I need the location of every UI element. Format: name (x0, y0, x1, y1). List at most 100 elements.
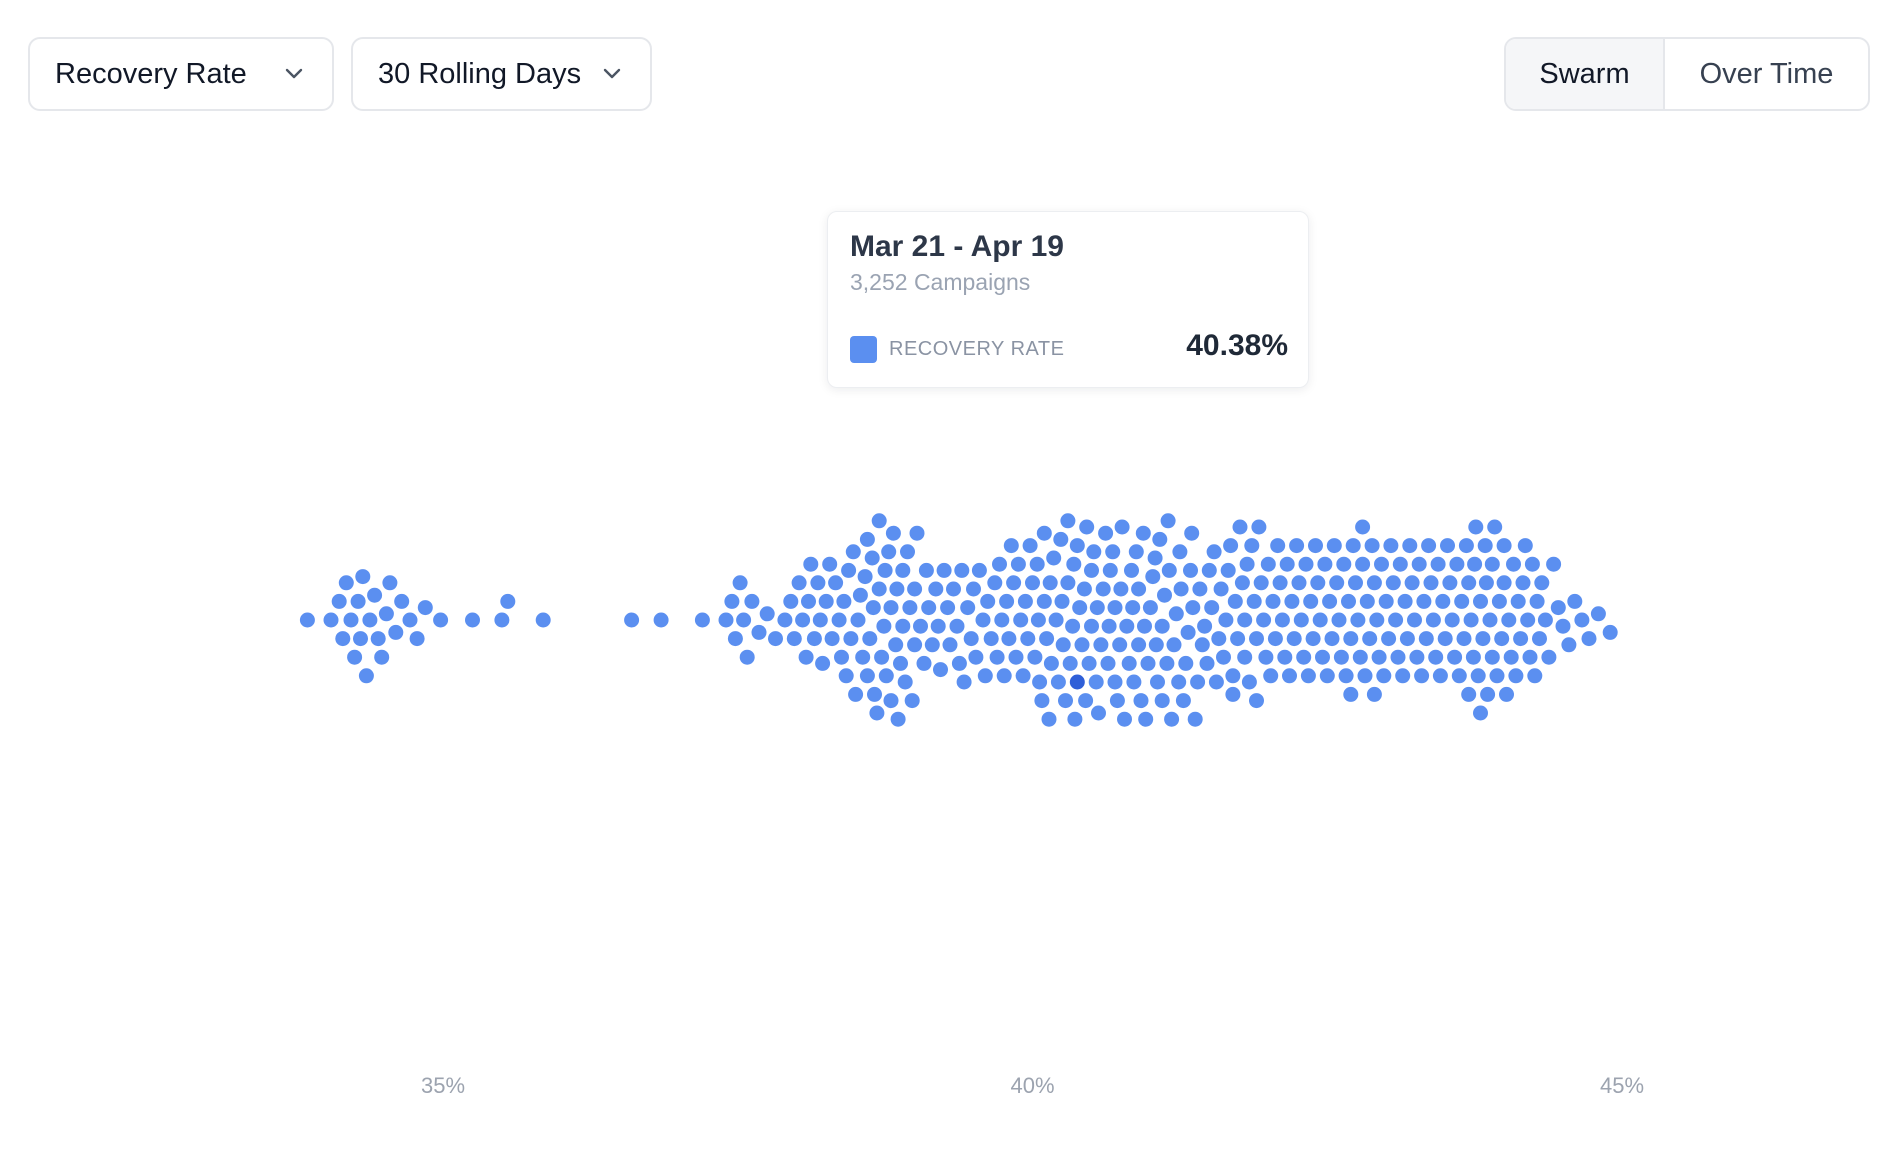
swarm-dot[interactable] (1529, 593, 1545, 609)
swarm-dot[interactable] (1211, 631, 1227, 647)
swarm-dot[interactable] (1043, 655, 1059, 671)
swarm-dot[interactable] (1078, 693, 1094, 709)
swarm-dot[interactable] (956, 674, 972, 690)
swarm-dot[interactable] (1055, 637, 1071, 653)
swarm-dot[interactable] (1079, 519, 1095, 535)
swarm-dot[interactable] (1197, 618, 1213, 634)
swarm-dot[interactable] (374, 649, 390, 665)
swarm-dot[interactable] (1093, 637, 1109, 653)
swarm-dot[interactable] (353, 631, 368, 647)
swarm-dot[interactable] (1041, 711, 1057, 727)
swarm-dot[interactable] (966, 581, 981, 597)
swarm-dot[interactable] (1022, 538, 1038, 554)
swarm-dot[interactable] (1091, 705, 1106, 721)
swarm-dot[interactable] (885, 525, 901, 541)
swarm-dot[interactable] (1227, 593, 1243, 609)
swarm-dot[interactable] (1076, 581, 1092, 597)
swarm-dot[interactable] (1491, 593, 1507, 609)
swarm-dot[interactable] (465, 612, 480, 628)
swarm-dot[interactable] (1171, 674, 1187, 690)
swarm-dot[interactable] (1260, 556, 1276, 572)
swarm-dot[interactable] (1213, 581, 1229, 597)
swarm-dot[interactable] (1206, 544, 1222, 560)
swarm-dot[interactable] (1098, 525, 1114, 541)
swarm-dot[interactable] (1133, 693, 1149, 709)
swarm-dot[interactable] (1157, 587, 1172, 603)
swarm-dot[interactable] (1411, 556, 1427, 572)
swarm-dot[interactable] (1567, 593, 1583, 609)
swarm-dot[interactable] (1428, 649, 1444, 665)
swarm-dot[interactable] (857, 569, 873, 585)
swarm-dot[interactable] (815, 655, 831, 671)
swarm-dot[interactable] (1131, 581, 1147, 597)
swarm-dot[interactable] (1251, 519, 1267, 535)
swarm-dot[interactable] (1230, 631, 1246, 647)
swarm-dot[interactable] (1324, 631, 1340, 647)
swarm-dot[interactable] (1369, 612, 1385, 628)
swarm-dot[interactable] (874, 649, 890, 665)
swarm-dot[interactable] (1581, 631, 1597, 647)
swarm-dot-highlighted[interactable] (1069, 674, 1085, 690)
swarm-dot[interactable] (1102, 562, 1118, 578)
swarm-dot[interactable] (1192, 581, 1208, 597)
swarm-dot[interactable] (1017, 593, 1033, 609)
swarm-dot[interactable] (806, 631, 822, 647)
swarm-dot[interactable] (1142, 600, 1158, 616)
swarm-dot[interactable] (1473, 593, 1488, 609)
swarm-dot[interactable] (535, 612, 551, 628)
swarm-dot[interactable] (921, 600, 937, 616)
swarm-dot[interactable] (1461, 575, 1477, 591)
swarm-dot[interactable] (869, 705, 885, 721)
swarm-dot[interactable] (980, 593, 996, 609)
swarm-dot[interactable] (1501, 612, 1517, 628)
swarm-dot[interactable] (1532, 631, 1547, 647)
swarm-dot[interactable] (918, 562, 934, 578)
swarm-dot[interactable] (1456, 631, 1472, 647)
swarm-dot[interactable] (1357, 668, 1373, 684)
swarm-dot[interactable] (975, 612, 991, 628)
swarm-dot[interactable] (1503, 649, 1519, 665)
swarm-dot[interactable] (1487, 519, 1503, 535)
swarm-dot[interactable] (1126, 674, 1142, 690)
swarm-dot[interactable] (1289, 538, 1305, 554)
swarm-dot[interactable] (859, 531, 875, 547)
swarm-dot[interactable] (343, 612, 359, 628)
swarm-dot[interactable] (736, 612, 752, 628)
swarm-dot[interactable] (1072, 600, 1088, 616)
swarm-dot[interactable] (801, 593, 816, 609)
swarm-dot[interactable] (1296, 649, 1312, 665)
swarm-dot[interactable] (1467, 556, 1483, 572)
swarm-dot[interactable] (1282, 668, 1297, 684)
swarm-dot[interactable] (831, 612, 847, 628)
swarm-dot[interactable] (818, 593, 834, 609)
swarm-dot[interactable] (1602, 624, 1618, 640)
swarm-dot[interactable] (1089, 600, 1105, 616)
swarm-dot[interactable] (930, 618, 946, 634)
swarm-dot[interactable] (1374, 556, 1389, 572)
swarm-dot[interactable] (1293, 612, 1309, 628)
swarm-dot[interactable] (350, 593, 366, 609)
swarm-dot[interactable] (1113, 581, 1129, 597)
swarm-dot[interactable] (1343, 631, 1359, 647)
swarm-dot[interactable] (1137, 618, 1152, 634)
swarm-dot[interactable] (367, 587, 383, 603)
swarm-dot[interactable] (1183, 562, 1198, 578)
swarm-dot[interactable] (992, 556, 1007, 572)
swarm-dot[interactable] (1574, 612, 1590, 628)
swarm-dot[interactable] (888, 637, 904, 653)
swarm-dot[interactable] (1114, 519, 1130, 535)
swarm-dot[interactable] (732, 575, 748, 591)
swarm-dot[interactable] (1034, 693, 1050, 709)
swarm-dot[interactable] (893, 655, 908, 671)
swarm-dot[interactable] (1315, 649, 1330, 665)
swarm-dot[interactable] (1319, 668, 1335, 684)
swarm-dot[interactable] (1465, 649, 1481, 665)
swarm-dot[interactable] (850, 612, 866, 628)
swarm-dot[interactable] (1065, 618, 1081, 634)
swarm-dot[interactable] (783, 593, 799, 609)
swarm-dot[interactable] (1421, 538, 1437, 554)
swarm-dot[interactable] (822, 556, 838, 572)
swarm-dot[interactable] (1159, 655, 1175, 671)
swarm-dot[interactable] (370, 631, 386, 647)
swarm-dot[interactable] (1496, 538, 1512, 554)
